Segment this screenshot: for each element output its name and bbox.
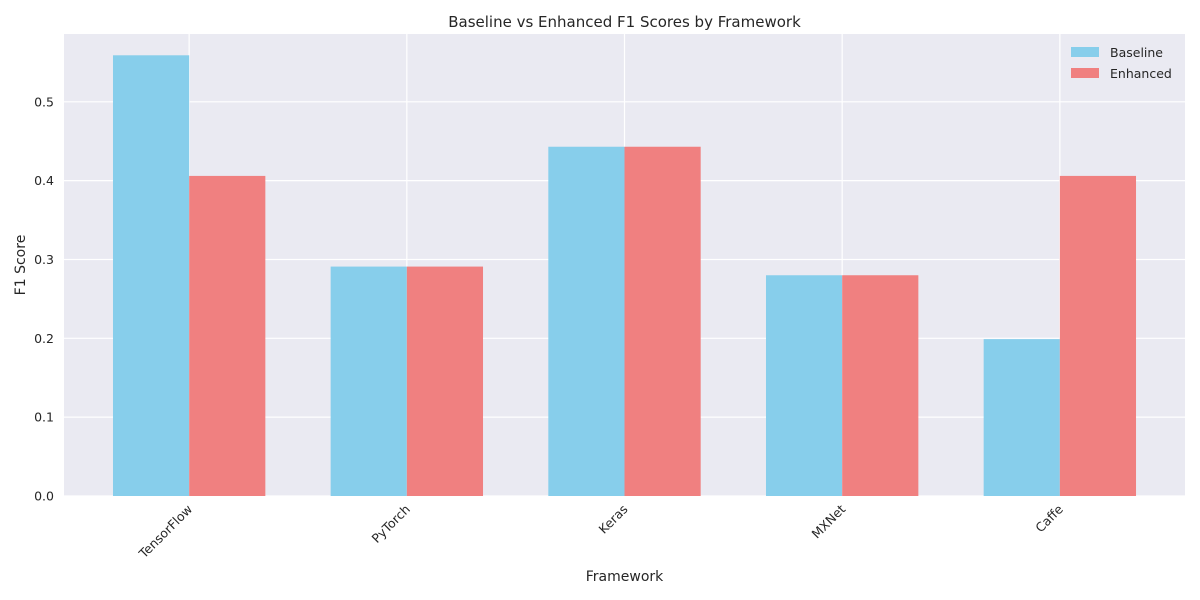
y-axis-ticks: 0.0 0.1 0.2 0.3 0.4 0.5 xyxy=(34,94,54,503)
bar-enhanced-caffe xyxy=(1059,175,1137,497)
y-axis-label: F1 Score xyxy=(13,235,29,296)
x-axis-ticks: TensorFlow PyTorch Keras MXNet Caffe xyxy=(135,501,1066,561)
bar-enhanced-tensorflow xyxy=(189,175,266,497)
y-tick-label: 0.4 xyxy=(34,173,54,188)
y-tick-label: 0.2 xyxy=(34,331,54,346)
bar-baseline-caffe xyxy=(983,339,1060,496)
bar-enhanced-pytorch xyxy=(406,266,484,496)
bar-enhanced-mxnet xyxy=(842,275,919,496)
legend-label-enhanced: Enhanced xyxy=(1110,66,1172,81)
x-tick-label: Keras xyxy=(596,502,631,537)
legend-label-baseline: Baseline xyxy=(1110,45,1163,60)
bar-baseline-pytorch xyxy=(330,266,407,496)
x-tick-label: MXNet xyxy=(808,501,848,541)
x-axis-label: Framework xyxy=(586,569,664,585)
bar-baseline-keras xyxy=(548,146,625,497)
x-tick-label: Caffe xyxy=(1032,501,1066,535)
x-tick-label: PyTorch xyxy=(369,502,413,546)
bars xyxy=(112,55,1137,497)
legend: Baseline Enhanced xyxy=(1071,45,1172,81)
x-tick-label: TensorFlow xyxy=(135,502,195,562)
bar-enhanced-keras xyxy=(624,146,701,497)
y-tick-label: 0.5 xyxy=(34,94,54,109)
y-tick-label: 0.3 xyxy=(34,252,54,267)
y-tick-label: 0.1 xyxy=(34,410,54,425)
bar-baseline-mxnet xyxy=(765,275,843,496)
legend-swatch-baseline xyxy=(1071,47,1099,57)
bar-baseline-tensorflow xyxy=(112,55,190,497)
y-tick-label: 0.0 xyxy=(34,489,54,504)
legend-swatch-enhanced xyxy=(1071,68,1099,78)
chart-title: Baseline vs Enhanced F1 Scores by Framew… xyxy=(448,13,801,31)
